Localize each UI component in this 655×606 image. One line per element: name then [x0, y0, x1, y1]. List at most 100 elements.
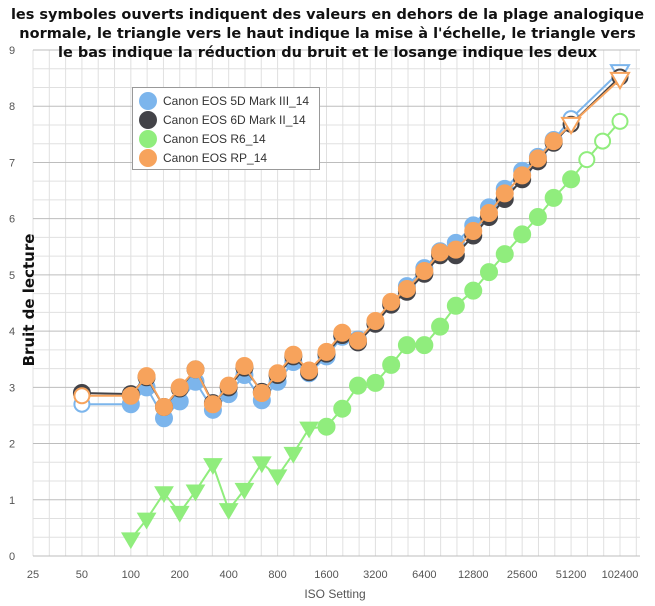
legend-label: Canon EOS RP_14 [163, 150, 268, 165]
data-point [268, 364, 287, 383]
data-point [431, 317, 450, 336]
y-tick-label: 5 [9, 270, 15, 282]
y-tick-label: 4 [9, 326, 15, 338]
x-axis-label: ISO Setting [304, 587, 365, 601]
data-point-triangle [234, 482, 255, 500]
data-point-triangle [120, 532, 141, 550]
data-point [284, 345, 303, 364]
data-point [235, 356, 254, 375]
data-point-triangle [251, 456, 272, 474]
data-point [544, 132, 563, 151]
data-point [317, 417, 336, 436]
title-line-2: normale, le triangle vers le haut indiqu… [19, 26, 636, 42]
data-point [578, 151, 596, 169]
data-point [495, 184, 514, 203]
data-point [528, 149, 547, 168]
data-point [366, 311, 385, 330]
data-point [203, 395, 222, 414]
x-tick-label: 12800 [458, 569, 489, 581]
data-point-triangle [136, 512, 157, 530]
x-tick-label: 100 [122, 569, 140, 581]
legend: Canon EOS 5D Mark III_14 Canon EOS 6D Mar… [132, 87, 320, 170]
data-point-triangle [169, 505, 190, 523]
x-tick-label: 1600 [314, 569, 338, 581]
y-tick-label: 1 [9, 495, 15, 507]
data-point-triangle [154, 486, 174, 504]
data-point-triangle [283, 446, 304, 464]
data-point [73, 387, 91, 405]
data-point [397, 279, 416, 298]
x-tick-label: 25 [27, 569, 39, 581]
data-point [446, 296, 465, 315]
legend-label: Canon EOS 5D Mark III_14 [163, 93, 310, 108]
data-point [348, 376, 367, 395]
data-point [382, 355, 401, 374]
legend-item[interactable]: Canon EOS 6D Mark II_14 [139, 110, 313, 129]
x-tick-label: 102400 [602, 569, 639, 581]
data-point-triangle [203, 458, 223, 475]
data-point [415, 336, 434, 355]
data-point [446, 240, 465, 259]
x-tick-label: 400 [219, 569, 237, 581]
x-tick-label: 6400 [412, 569, 436, 581]
x-tick-label: 50 [76, 569, 88, 581]
data-point [495, 245, 514, 264]
y-tick-label: 3 [9, 382, 15, 394]
data-point-triangle [560, 116, 582, 136]
y-tick-label: 2 [9, 439, 15, 451]
x-tick-label: 800 [268, 569, 286, 581]
data-point-triangle [185, 484, 206, 502]
y-tick-label: 7 [9, 157, 15, 169]
legend-marker [139, 91, 157, 110]
data-point [528, 207, 547, 226]
data-point [219, 376, 238, 395]
data-point [333, 323, 352, 342]
data-point [611, 112, 629, 130]
legend-marker [139, 148, 157, 167]
legend-item[interactable]: Canon EOS R6_14 [139, 129, 313, 148]
data-point [155, 398, 174, 417]
data-point [594, 132, 612, 150]
data-point [479, 263, 498, 282]
y-tick-label: 6 [9, 214, 15, 226]
y-tick-label: 0 [9, 551, 15, 563]
legend-marker [139, 129, 157, 148]
data-point [415, 261, 434, 280]
data-point [513, 166, 532, 185]
data-point [431, 243, 450, 262]
data-point [252, 383, 271, 402]
data-point-triangle [609, 71, 631, 91]
title-line-3: le bas indique la réduction du bruit et … [58, 45, 597, 61]
data-point [333, 399, 352, 418]
chart-title: les symboles ouverts indiquent des valeu… [0, 6, 655, 63]
data-point [544, 188, 563, 207]
data-point [366, 373, 385, 392]
legend-item[interactable]: Canon EOS RP_14 [139, 148, 313, 167]
data-point [464, 281, 483, 300]
data-point-triangle [299, 421, 319, 439]
data-point [317, 342, 336, 361]
data-point [382, 292, 401, 311]
data-point [137, 367, 156, 386]
y-tick-label: 8 [9, 101, 15, 113]
data-point [186, 360, 205, 379]
data-point [397, 336, 416, 355]
data-point [348, 331, 367, 350]
x-tick-label: 25600 [507, 569, 538, 581]
legend-marker [139, 110, 157, 129]
data-point [479, 204, 498, 223]
y-tick-label: 9 [9, 45, 15, 57]
data-point [300, 361, 319, 380]
x-tick-label: 200 [171, 569, 189, 581]
data-point-triangle [218, 503, 239, 520]
data-point [562, 170, 581, 189]
title-line-1: les symboles ouverts indiquent des valeu… [10, 7, 645, 23]
data-point [464, 222, 483, 241]
y-axis-label: Bruit de lecture [20, 234, 38, 367]
data-point [170, 378, 189, 397]
data-point [513, 225, 532, 244]
legend-item[interactable]: Canon EOS 5D Mark III_14 [139, 91, 313, 110]
legend-label: Canon EOS R6_14 [163, 131, 266, 146]
